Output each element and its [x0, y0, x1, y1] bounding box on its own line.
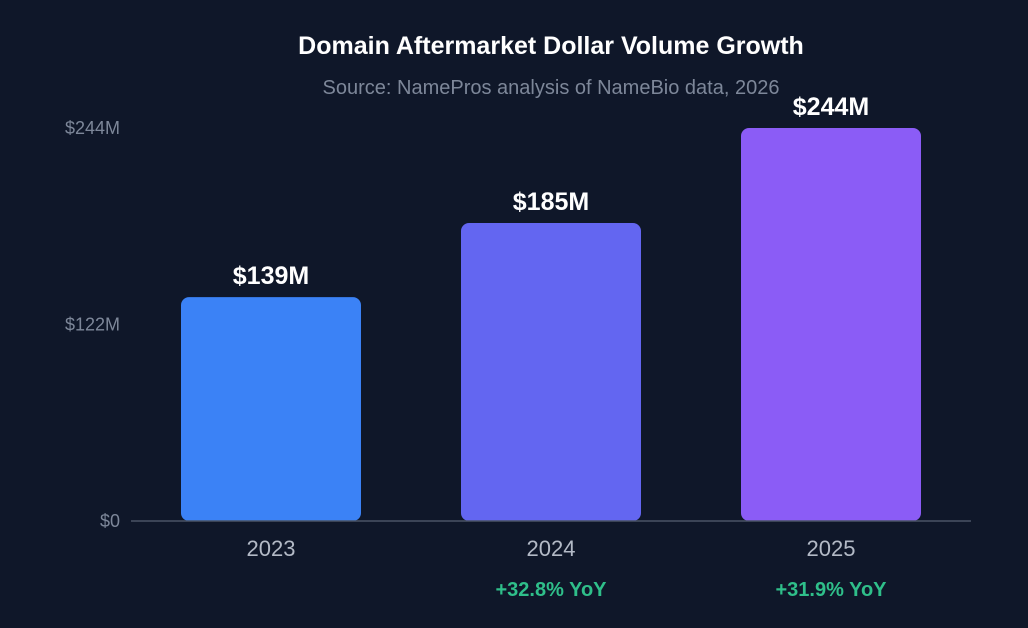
y-tick-label: $0	[100, 511, 120, 531]
x-tick-label: 2024	[527, 536, 576, 561]
yoy-growth-label: +31.9% YoY	[776, 579, 888, 601]
yoy-growth-label: +32.8% YoY	[496, 579, 608, 601]
value-label: $139M	[233, 262, 309, 290]
bar-2025	[741, 128, 921, 521]
y-tick-label: $244M	[65, 118, 120, 138]
chart-title: Domain Aftermarket Dollar Volume Growth	[298, 32, 804, 60]
y-tick-label: $122M	[65, 315, 120, 335]
x-tick-label: 2025	[807, 536, 856, 561]
bars: $139M $185M $244M	[181, 93, 921, 521]
x-tick-label: 2023	[247, 536, 296, 561]
chart-subtitle: Source: NamePros analysis of NameBio dat…	[323, 77, 780, 99]
x-axis: 2023 2024 +32.8% YoY 2025 +31.9% YoY	[247, 536, 888, 601]
bar-2024	[461, 223, 641, 521]
value-label: $185M	[513, 188, 589, 216]
value-label: $244M	[793, 93, 869, 121]
y-axis: $0 $122M $244M	[65, 118, 120, 531]
bar-2023	[181, 297, 361, 521]
